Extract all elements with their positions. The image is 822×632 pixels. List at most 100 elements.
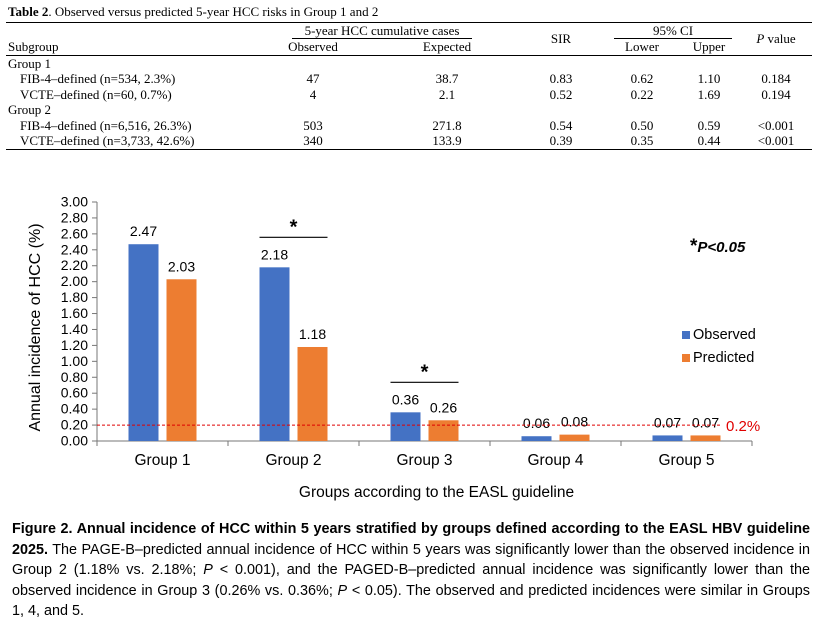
header-subgroup: Subgroup: [8, 39, 59, 54]
cell-observed: 503: [303, 117, 323, 133]
y-tick-label: 0.80: [61, 369, 88, 385]
cell-expected: 2.1: [438, 86, 456, 102]
table-row: VCTE–defined (n=60, 0.7%) 4 2.1 0.52 0.2…: [6, 87, 812, 103]
header-p-italic: P: [756, 31, 765, 46]
y-tick-label: 1.60: [61, 305, 88, 321]
figure-caption-part: < 0.001), and the PAGED-B–predicted annu…: [12, 562, 811, 599]
y-tick-label: 1.00: [61, 353, 88, 369]
bar-observed: [521, 436, 552, 441]
y-tick-label: 1.80: [61, 289, 88, 305]
table-group-row: Group 2: [6, 102, 812, 118]
annotation-star: *: [690, 236, 698, 257]
cell-lower: 0.50: [630, 117, 654, 133]
cell-observed: 340: [303, 133, 323, 148]
table-header-row-2: Observed Expected Lower Upper: [6, 39, 812, 55]
table-row: FIB-4–defined (n=534, 2.3%) 47 38.7 0.83…: [6, 71, 812, 87]
bar-observed: [128, 244, 159, 441]
table-caption-label: Table 2: [8, 4, 49, 19]
incidence-bar-chart: 0.000.200.400.600.801.001.201.401.601.80…: [27, 194, 760, 502]
x-tick-label: Group 3: [396, 452, 452, 469]
bar-observed: [390, 412, 421, 441]
legend-swatch-observed: [682, 331, 690, 339]
legend-label-observed: Observed: [693, 327, 756, 343]
cell-expected: 271.8: [432, 117, 462, 133]
bar-value-label: 1.18: [299, 326, 326, 342]
y-tick-label: 2.40: [61, 241, 88, 257]
cell-observed: 4: [309, 86, 317, 102]
cell-upper: 0.44: [697, 133, 721, 148]
cell-subgroup: FIB-4–defined (n=534, 2.3%): [20, 71, 176, 86]
bar-value-label: 2.18: [261, 246, 288, 262]
legend-label-predicted: Predicted: [693, 350, 754, 366]
x-tick-label: Group 2: [265, 452, 321, 469]
y-tick-label: 0.40: [61, 401, 88, 417]
cell-upper: 0.59: [697, 117, 721, 133]
table-row: VCTE–defined (n=3,733, 42.6%) 340 133.9 …: [6, 133, 812, 149]
y-tick-label: 0.20: [61, 417, 88, 433]
header-p-rest: value: [764, 31, 796, 46]
table-row: FIB-4–defined (n=6,516, 26.3%) 503 271.8…: [6, 118, 812, 134]
bar-observed: [652, 435, 683, 441]
cell-sir: 0.39: [549, 133, 573, 148]
bar-value-label: 0.07: [692, 414, 719, 430]
reference-line-label: 0.2%: [726, 418, 760, 435]
significance-annotation: *P<0.05: [690, 236, 746, 257]
bar-value-label: 0.06: [523, 415, 550, 431]
figure-caption-p-symbol: P: [337, 582, 348, 599]
y-tick-label: 2.60: [61, 225, 88, 241]
annotation-text: P<0.05: [697, 239, 746, 256]
cell-upper: 1.69: [697, 86, 721, 102]
cell-p: <0.001: [757, 133, 795, 148]
cell-observed: 47: [306, 71, 320, 86]
bar-predicted: [297, 346, 328, 441]
header-expected: Expected: [422, 39, 472, 54]
results-table-section: Table 2. Observed versus predicted 5-yea…: [6, 4, 812, 150]
y-tick-label: 3.00: [61, 194, 88, 210]
y-axis-title: Annual incidence of HCC (%): [27, 223, 44, 431]
bar-predicted: [428, 420, 459, 441]
results-table: Subgroup 5-year HCC cumulative cases SIR…: [6, 22, 812, 150]
cell-subgroup: VCTE–defined (n=3,733, 42.6%): [20, 133, 195, 148]
figure-caption-p-symbol: P: [203, 562, 213, 578]
bar-value-label: 0.08: [561, 414, 588, 430]
figure-caption-part: < 0.05). The observed and predicted inci…: [12, 582, 811, 620]
header-sir: SIR: [550, 31, 572, 46]
table-header-row-1: Subgroup 5-year HCC cumulative cases SIR…: [6, 22, 812, 54]
significance-star: *: [421, 361, 429, 383]
cell-expected: 38.7: [435, 71, 459, 86]
cell-p: 0.194: [761, 86, 791, 102]
bar-predicted: [166, 279, 197, 441]
bar-predicted: [690, 435, 721, 441]
table-caption: Table 2. Observed versus predicted 5-yea…: [8, 4, 812, 20]
header-ci-cell: 95% CI: [606, 23, 740, 39]
bar-value-label: 2.03: [168, 258, 195, 274]
x-tick-label: Group 4: [527, 452, 583, 469]
cell-lower: 0.35: [630, 133, 654, 148]
bar-observed: [259, 267, 290, 441]
cell-subgroup: FIB-4–defined (n=6,516, 26.3%): [20, 117, 192, 133]
significance-star: *: [290, 216, 298, 238]
header-ci: 95% CI: [614, 24, 732, 39]
y-tick-label: 1.40: [61, 321, 88, 337]
y-tick-label: 0.00: [61, 433, 88, 449]
cell-upper: 1.10: [697, 71, 721, 86]
header-cumulative-cell: 5-year HCC cumulative cases: [248, 23, 516, 39]
y-tick-label: 0.60: [61, 385, 88, 401]
header-observed: Observed: [288, 39, 338, 54]
bar-predicted: [559, 434, 590, 441]
cell-lower: 0.62: [630, 71, 654, 86]
bar-value-label: 0.26: [430, 399, 457, 415]
header-cumulative: 5-year HCC cumulative cases: [292, 24, 472, 39]
bar-value-label: 0.36: [392, 391, 419, 407]
cell-sir: 0.54: [549, 117, 573, 133]
figure-caption-part: The PAGE-B–predicted annual incidence of…: [12, 541, 810, 579]
group-label: Group 1: [8, 55, 51, 71]
x-axis-title: Groups according to the EASL guideline: [299, 484, 574, 501]
y-tick-label: 1.20: [61, 337, 88, 353]
legend-swatch-predicted: [682, 354, 690, 362]
cell-sir: 0.52: [549, 86, 573, 102]
cell-lower: 0.22: [630, 86, 654, 102]
header-upper: Upper: [692, 39, 726, 54]
table-group-row: Group 1: [6, 55, 812, 71]
x-tick-label: Group 5: [658, 452, 714, 469]
